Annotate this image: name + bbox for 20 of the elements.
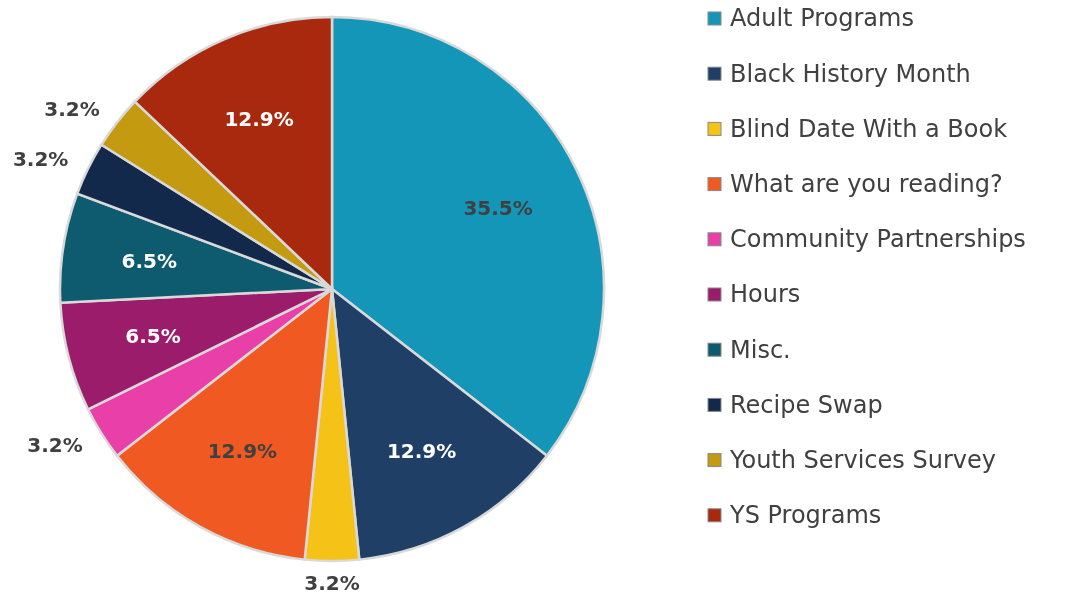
data-label: 3.2%	[304, 571, 360, 595]
legend-label: Adult Programs	[730, 4, 914, 33]
data-label: 35.5%	[463, 195, 533, 220]
legend-label: What are you reading?	[730, 170, 1003, 198]
legend-label: YS Programs	[729, 501, 882, 530]
legend-label: Youth Services Survey	[729, 446, 996, 474]
legend-label: Blind Date With a Book	[730, 114, 1008, 143]
legend-label: Misc.	[730, 335, 791, 364]
data-label: 12.9%	[386, 438, 457, 463]
data-label: 12.9%	[207, 438, 278, 463]
data-label: 3.2%	[27, 432, 83, 457]
data-label: 6.5%	[125, 323, 181, 348]
legend-label: Community Partnerships	[730, 225, 1026, 254]
data-label: 3.2%	[12, 146, 69, 171]
legend-label: Hours	[730, 280, 801, 309]
data-label: 6.5%	[121, 248, 177, 273]
data-label: 3.2%	[44, 96, 100, 121]
legend-label: Recipe Swap	[730, 390, 883, 419]
legend-label: Black History Month	[730, 59, 971, 88]
data-label: 12.9%	[224, 107, 294, 132]
